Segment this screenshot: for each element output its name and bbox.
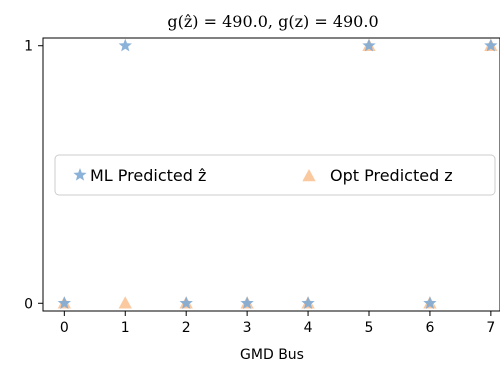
x-axis: 0 1 2 3 4 5 6 7 (60, 311, 495, 336)
ml-point (179, 296, 193, 309)
legend: ML Predicted ẑ Opt Predicted z (54, 154, 496, 196)
x-tick-label: 7 (486, 320, 495, 336)
legend-box (54, 154, 496, 196)
legend-label-opt-predicted: Opt Predicted z (330, 166, 453, 185)
x-tick-label: 2 (182, 320, 191, 336)
ml-point (240, 296, 254, 309)
legend-marker-triangle (302, 169, 316, 182)
opt-point (118, 296, 132, 309)
x-tick-label: 5 (365, 320, 374, 336)
x-tick-label: 4 (304, 320, 313, 336)
legend-marker-star (73, 168, 87, 181)
x-tick-label: 0 (60, 320, 69, 336)
x-axis-label: GMD Bus (240, 347, 304, 363)
ml-point (118, 38, 132, 52)
y-axis: 01 (24, 39, 43, 312)
ml-point (484, 38, 498, 52)
chart-title: g(ẑ) = 490.0, g(z) = 490.0 (167, 12, 378, 31)
series-layer (57, 38, 498, 309)
x-tick-label: 6 (425, 320, 434, 336)
legend-label-ml-predicted: ML Predicted ẑ (90, 166, 206, 185)
x-tick-label: 1 (121, 320, 130, 336)
ml-point (362, 38, 376, 52)
x-tick-label: 3 (243, 320, 252, 336)
plot-area-frame (42, 37, 500, 312)
ml-point (423, 296, 437, 309)
ml-point (301, 296, 315, 309)
legend-triangle-icon (302, 169, 316, 182)
ml-point (57, 296, 71, 309)
y-tick-label: 0 (24, 296, 33, 312)
y-tick-label: 1 (24, 39, 33, 55)
legend-star-icon (73, 168, 87, 181)
